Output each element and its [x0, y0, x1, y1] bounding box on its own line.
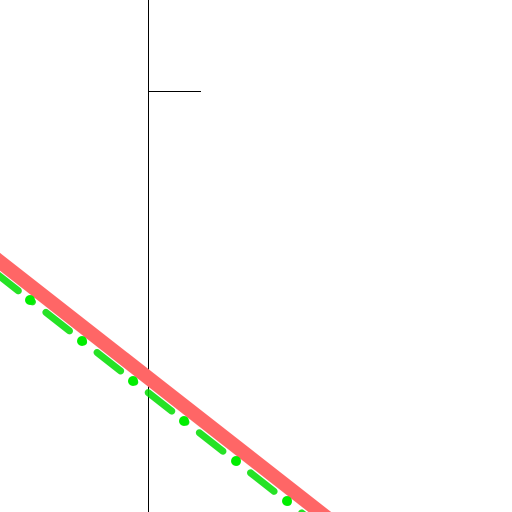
marker [128, 376, 138, 386]
marker [231, 456, 241, 466]
green-dash-dot-line [0, 271, 307, 512]
red-line [0, 252, 332, 512]
marker [25, 295, 35, 305]
marker [282, 496, 292, 506]
marker [179, 416, 189, 426]
green-markers [25, 295, 292, 506]
marker [77, 336, 87, 346]
